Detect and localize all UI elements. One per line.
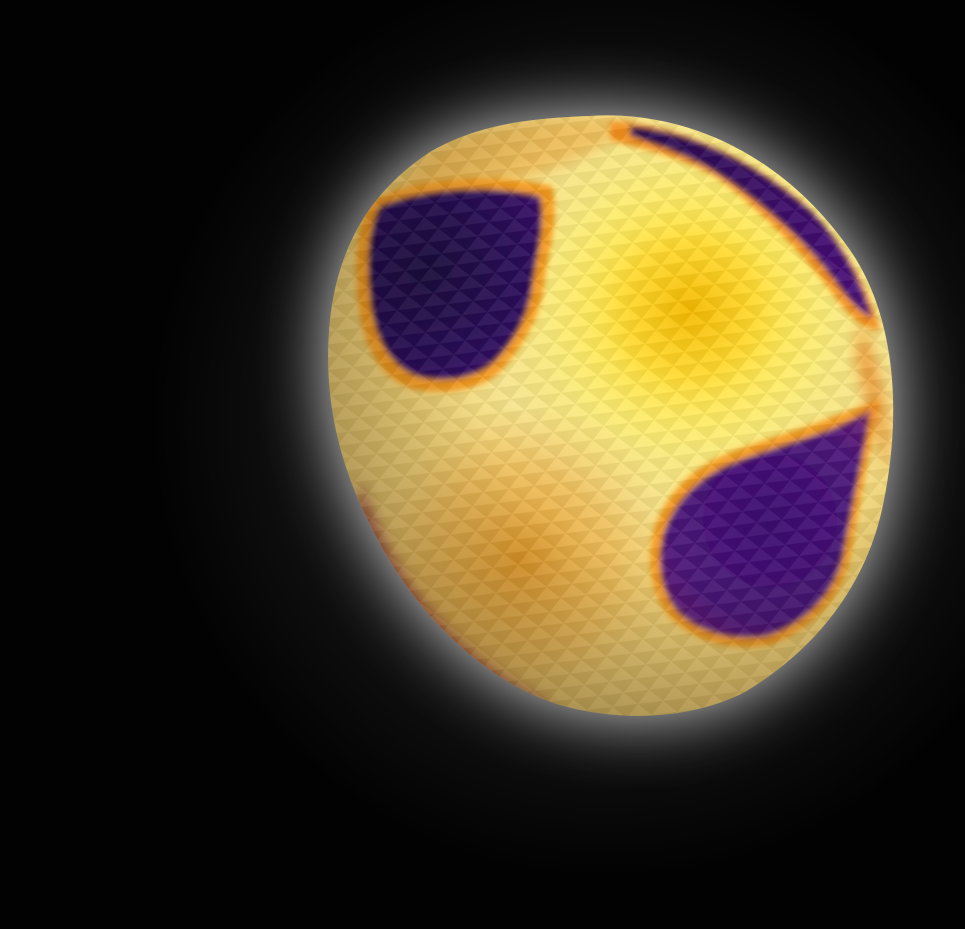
render-viewport[interactable] [0, 0, 965, 929]
rendered-sphere-scene [0, 0, 965, 929]
